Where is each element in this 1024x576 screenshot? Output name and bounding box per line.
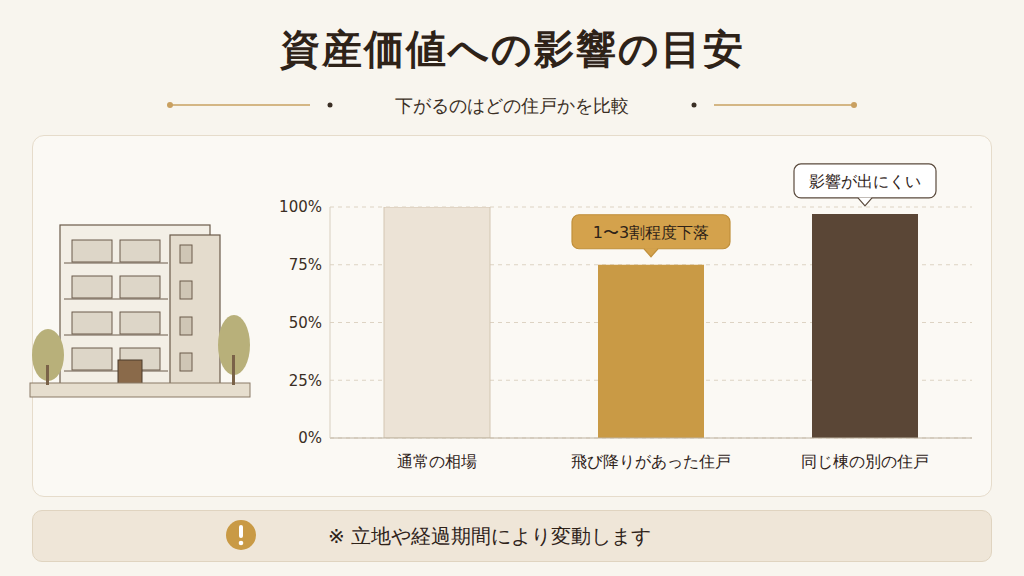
html-text:※ 立地や経過期間により変動します: ※ 立地や経過期間により変動します xyxy=(328,524,652,548)
html-text:下がるのはどの住戸かを比較: 下がるのはどの住戸かを比較 xyxy=(395,95,629,116)
svg-text:50%: 50% xyxy=(289,314,322,332)
svg-text:25%: 25% xyxy=(289,372,322,390)
svg-text:0%: 0% xyxy=(298,429,322,447)
svg-text:同じ棟の別の住戸: 同じ棟の別の住戸 xyxy=(801,452,929,471)
html-text:資産価値への影響の目安: 資産価値への影響の目安 xyxy=(279,26,745,72)
svg-text:通常の相場: 通常の相場 xyxy=(397,452,477,471)
svg-text:影響が出にくい: 影響が出にくい xyxy=(809,172,921,191)
svg-text:1〜3割程度下落: 1〜3割程度下落 xyxy=(593,223,709,242)
svg-text:75%: 75% xyxy=(289,256,322,274)
svg-text:100%: 100% xyxy=(279,198,322,216)
svg-text:飛び降りがあった住戸: 飛び降りがあった住戸 xyxy=(571,452,731,471)
